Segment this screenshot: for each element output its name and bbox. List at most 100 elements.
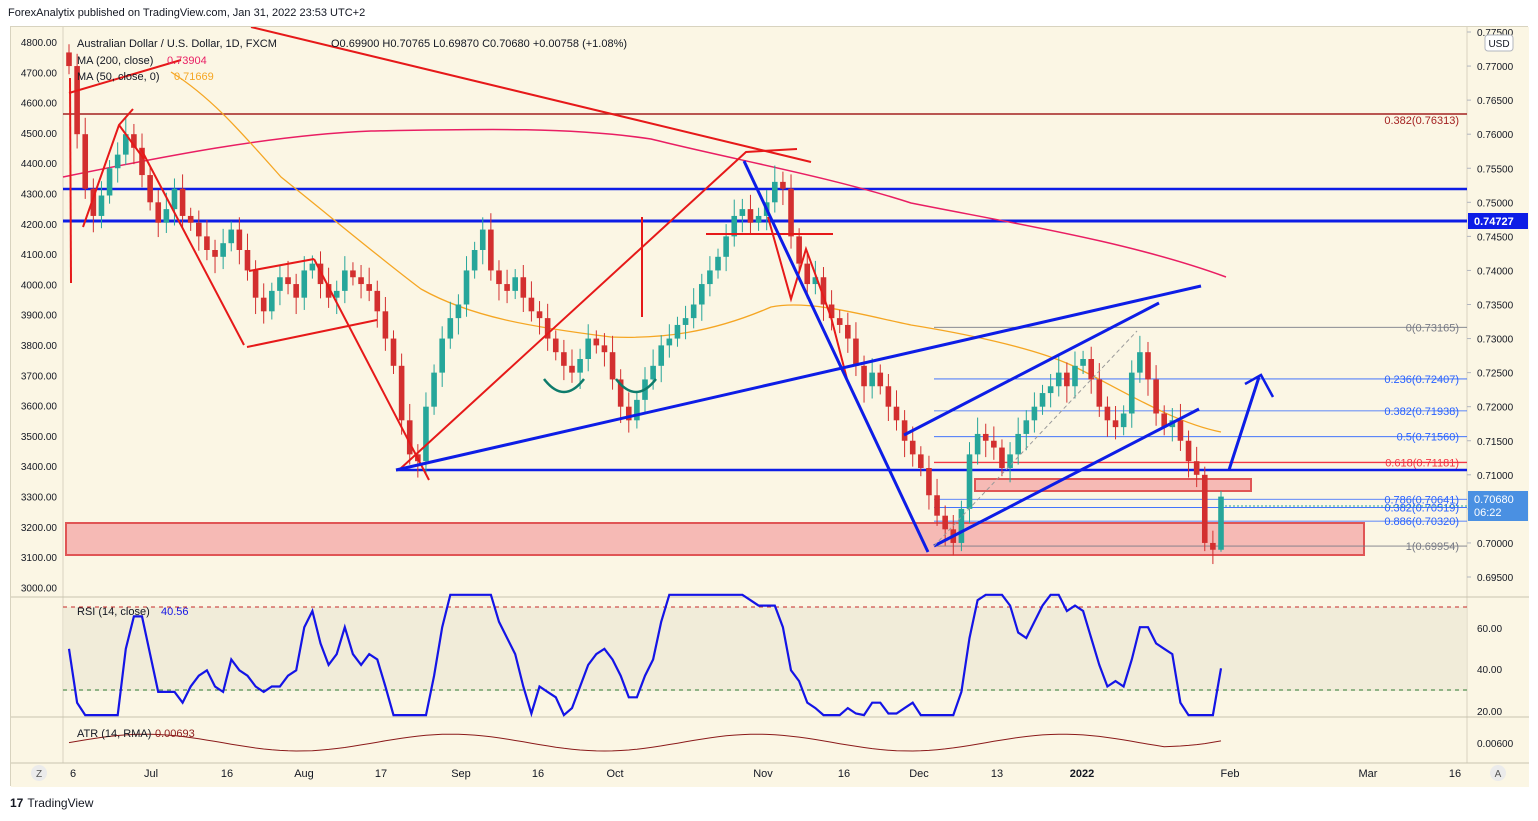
- left-tick-label: 3500.00: [21, 432, 58, 443]
- candle-body: [1055, 372, 1062, 387]
- atr-label: ATR (14, RMA): [77, 728, 151, 740]
- candle-body: [471, 250, 478, 271]
- left-tick-label: 3000.00: [21, 583, 58, 594]
- candle-body: [561, 352, 567, 366]
- candle-body: [520, 277, 527, 298]
- left-tick-label: 3600.00: [21, 402, 58, 413]
- candle-body: [479, 229, 486, 250]
- candle-body: [723, 236, 729, 257]
- candle-body: [1080, 359, 1086, 366]
- ma200-line: [62, 128, 1227, 278]
- candle-body: [163, 209, 170, 223]
- tradingview-logo[interactable]: 17 TradingView: [10, 796, 94, 810]
- candle-body: [277, 277, 283, 291]
- footer: 17 TradingView: [0, 790, 1538, 821]
- candle-body: [431, 372, 437, 407]
- level-price-box: [1468, 213, 1528, 229]
- auto-scale-button[interactable]: [1490, 765, 1506, 781]
- candle-body: [1137, 352, 1143, 373]
- candle-body: [617, 379, 624, 407]
- price-tick-label: 0.73500: [1477, 301, 1514, 312]
- candle-body: [974, 433, 981, 455]
- price-tick-label: 0.73000: [1477, 335, 1514, 346]
- candle-body: [447, 318, 454, 339]
- candle-body: [934, 495, 940, 516]
- left-tick-label: 3800.00: [21, 341, 58, 352]
- currency-badge[interactable]: [1484, 34, 1514, 52]
- candle-body: [780, 181, 786, 189]
- candle-body: [228, 229, 235, 244]
- candle-body: [569, 365, 575, 373]
- candle-body: [1064, 372, 1070, 387]
- support-zone-lower: [65, 522, 1365, 556]
- candle-body: [236, 229, 243, 250]
- ohlc-values: O0.69900 H0.70765 L0.69870 C0.70680 +0.0…: [331, 38, 627, 50]
- price-tick-label: 0.72000: [1477, 403, 1514, 414]
- candle-body: [204, 236, 210, 250]
- atr-tick-label: 0.00600: [1477, 739, 1514, 750]
- candle-body: [293, 284, 299, 298]
- right-axis[interactable]: 0.77500 0.77000 0.76500 0.76000 0.75500 0.750…: [1467, 28, 1514, 750]
- time-axis[interactable]: 6 Jul 16 Aug 17 Sep 16 Oct Nov 16 Dec 13 2022 Feb Mar 1…: [70, 768, 1461, 780]
- candle-body: [212, 250, 218, 257]
- left-tick-label: 4600.00: [21, 99, 58, 110]
- candle-body: [707, 270, 713, 285]
- candle-body: [1201, 474, 1208, 543]
- candle-body: [625, 406, 632, 421]
- candle-body: [796, 236, 802, 264]
- candle-body: [342, 270, 348, 291]
- candle-body: [147, 175, 153, 203]
- candle-body: [496, 270, 502, 285]
- candle-body: [390, 338, 397, 366]
- price-chart[interactable]: 0(0.73165) 0.236(0.72407) 0.382(0.71938) 0.…: [11, 26, 1529, 787]
- candle-body: [828, 304, 835, 319]
- candle-body: [755, 215, 762, 223]
- fib-level-label: 0.382(0.71938): [1384, 406, 1459, 418]
- candle-body: [131, 134, 137, 148]
- candle-body: [1007, 454, 1013, 468]
- candle-body: [820, 277, 827, 305]
- chart-frame[interactable]: 0(0.73165) 0.236(0.72407) 0.382(0.71938) 0.…: [10, 26, 1529, 787]
- scale-button[interactable]: [31, 765, 47, 781]
- left-tick-label: 3900.00: [21, 311, 58, 322]
- left-tick-label: 4800.00: [21, 38, 58, 49]
- candle-body: [982, 433, 989, 441]
- price-tick-label: 0.71500: [1477, 437, 1514, 448]
- candle-body: [220, 243, 226, 257]
- candle-body: [674, 324, 681, 339]
- auto-button-label: A: [1495, 769, 1502, 780]
- price-tick-label: 0.77000: [1477, 62, 1514, 73]
- candle-body: [1047, 386, 1054, 394]
- candle-body: [1210, 542, 1216, 550]
- candle-body: [1088, 359, 1094, 380]
- fib-level-label: 0.5(0.71560): [1397, 432, 1459, 444]
- candle-body: [528, 297, 535, 312]
- candle-body: [869, 372, 875, 387]
- candle-body: [772, 181, 778, 203]
- ma200-value: 0.73904: [167, 55, 207, 67]
- candle-body: [374, 290, 381, 312]
- left-tick-label: 4400.00: [21, 159, 58, 170]
- candle-body: [325, 284, 332, 298]
- candle-body: [909, 440, 916, 455]
- candle-body: [853, 338, 859, 366]
- scale-button-label: Z: [36, 769, 42, 780]
- left-tick-label: 3700.00: [21, 371, 58, 382]
- red-trendlines: [68, 26, 848, 481]
- time-axis-label: 13: [991, 768, 1003, 780]
- countdown-text: 06:22: [1474, 507, 1502, 519]
- time-axis-label: 17: [375, 768, 387, 780]
- candle-body: [139, 147, 145, 176]
- candle-body: [1104, 406, 1111, 421]
- left-tick-label: 3300.00: [21, 493, 58, 504]
- candle-body: [877, 372, 884, 387]
- time-axis-label: 16: [838, 768, 850, 780]
- price-tick-label: 0.72500: [1477, 369, 1514, 380]
- candle-body: [1120, 413, 1127, 428]
- price-tick-label: 0.74500: [1477, 232, 1514, 243]
- left-tick-label: 3400.00: [21, 462, 58, 473]
- candle-body: [991, 440, 997, 448]
- candle-body: [171, 188, 178, 210]
- candle-body: [366, 284, 372, 291]
- candle-body: [731, 215, 738, 237]
